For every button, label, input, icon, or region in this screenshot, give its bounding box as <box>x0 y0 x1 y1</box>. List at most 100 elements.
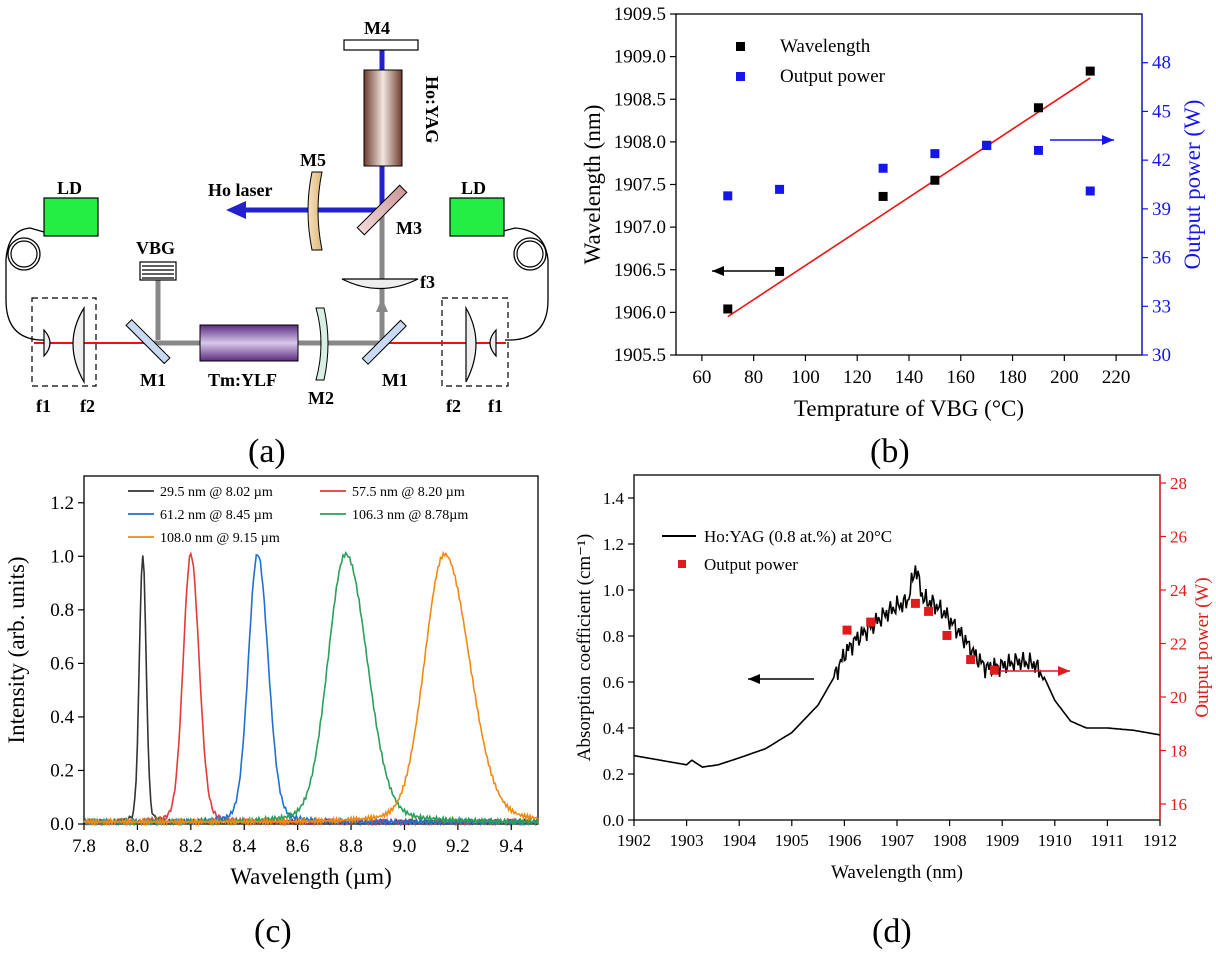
b-y-tick-label: 1909.5 <box>614 4 666 25</box>
d-x-tick-label: 1905 <box>775 831 809 850</box>
c-x-axis-title: Wavelength (µm) <box>230 864 391 889</box>
c-legend-label: 106.3 nm @ 8.78µm <box>352 508 468 523</box>
c-y-tick-label: 0.6 <box>50 653 74 674</box>
d-absorption-line <box>633 565 1161 768</box>
fiber-coil-right <box>513 237 547 271</box>
b-x-tick-label: 180 <box>998 367 1027 388</box>
b-x-tick-label: 60 <box>692 367 711 388</box>
d-y-tick-label: 1.2 <box>603 535 624 554</box>
b-wavelength-point <box>1033 103 1043 113</box>
m2-label: M2 <box>308 388 334 408</box>
b-y-axis-title: Wavelength (nm) <box>580 105 605 265</box>
d-y-tick-label: 0.0 <box>603 811 624 830</box>
d-x-tick-label: 1906 <box>827 831 861 850</box>
d-power-point <box>924 606 934 616</box>
vbg-label: VBG <box>136 238 175 258</box>
d-y2-tick-label: 28 <box>1170 474 1187 493</box>
c-series-line <box>83 555 539 826</box>
d-y-tick-label: 0.6 <box>603 673 624 692</box>
d-y2-tick-label: 18 <box>1170 741 1187 760</box>
d-power-point <box>866 617 876 627</box>
mirror-m2 <box>315 307 329 381</box>
c-x-tick-label: 9.4 <box>499 836 523 857</box>
ho-laser-arrowhead <box>226 201 246 219</box>
b-wavelength-point <box>775 266 785 276</box>
d-power-point <box>910 598 920 608</box>
ld-left-label: LD <box>57 178 82 198</box>
b-y-tick-label: 1908.5 <box>614 89 666 110</box>
c-y-tick-label: 0.4 <box>50 707 74 728</box>
b-y2-axis-title: Output power (W) <box>1180 100 1205 270</box>
b-power-point <box>1085 186 1095 196</box>
panel-a-label: (a) <box>248 433 286 470</box>
c-series-line <box>83 553 539 827</box>
b-y2-tick-label: 48 <box>1152 53 1171 74</box>
lens-f2-left <box>72 305 85 385</box>
d-power-point <box>842 625 852 635</box>
d-y2-tick-label: 24 <box>1170 581 1188 600</box>
f2-left-label: f2 <box>80 396 95 416</box>
b-power-point <box>878 163 888 173</box>
d-y-tick-label: 1.0 <box>603 581 624 600</box>
b-arrow-left-axis-head <box>712 266 724 276</box>
m1-right-label: M1 <box>382 370 408 390</box>
c-y-tick-label: 1.0 <box>50 546 74 567</box>
b-y-tick-label: 1907.0 <box>614 217 666 238</box>
b-power-point <box>1033 145 1043 155</box>
d-y-tick-label: 0.2 <box>603 765 624 784</box>
b-wavelength-point <box>930 175 940 185</box>
d-y2-axis-title: Output power (W) <box>1192 577 1213 717</box>
b-wavelength-point <box>723 304 733 314</box>
b-power-point <box>723 191 733 201</box>
panel-c-label: (c) <box>254 913 292 950</box>
ld-right-label: LD <box>461 178 486 198</box>
b-x-tick-label: 120 <box>843 367 872 388</box>
d-x-tick-label: 1908 <box>933 831 967 850</box>
c-legend-label: 108.0 nm @ 9.15 µm <box>160 531 280 546</box>
f2-right-label: f2 <box>446 396 461 416</box>
b-x-tick-label: 140 <box>895 367 924 388</box>
f3-label: f3 <box>420 272 435 292</box>
d-y-axis-title: Absorption coefficient (cm⁻¹) <box>574 534 595 761</box>
d-arrow-right-axis-head <box>1058 666 1070 676</box>
d-x-tick-label: 1903 <box>670 831 704 850</box>
b-y-tick-label: 1907.5 <box>614 175 666 196</box>
c-y-axis-title: Intensity (arb. units) <box>4 556 29 743</box>
b-x-tick-label: 80 <box>744 367 763 388</box>
b-y2-tick-label: 30 <box>1152 345 1171 366</box>
panel-d-chart: 1902 1903 1904 1905 1906 1907 1908 1909 1910 1911… <box>574 474 1213 883</box>
m5-label: M5 <box>300 150 326 170</box>
f1-left-label: f1 <box>36 396 51 416</box>
d-x-tick-label: 1902 <box>617 831 651 850</box>
b-y-tick-label: 1905.5 <box>614 345 666 366</box>
d-y2-tick-label: 20 <box>1170 688 1187 707</box>
fiber-coil-left <box>7 237 41 271</box>
c-legend-label: 57.5 nm @ 8.20 µm <box>352 485 465 500</box>
b-y-tick-label: 1906.5 <box>614 260 666 281</box>
mirror-m1-left <box>125 318 171 365</box>
c-x-tick-label: 8.0 <box>126 836 150 857</box>
ld-left-box <box>43 197 99 237</box>
fiber-coil-left-inner <box>10 240 38 268</box>
d-y2-tick-label: 22 <box>1170 634 1187 653</box>
b-y2-tick-label: 45 <box>1152 101 1171 122</box>
b-legend-label: Output power <box>780 66 886 87</box>
c-series-line <box>83 551 539 827</box>
c-plot-frame <box>83 475 539 825</box>
c-x-tick-label: 7.8 <box>72 836 96 857</box>
b-power-point <box>930 149 940 159</box>
tmylf-label: Tm:YLF <box>208 370 277 390</box>
b-y2-tick-label: 42 <box>1152 150 1171 171</box>
ho-laser-label: Ho laser <box>208 180 273 200</box>
b-wavelength-point <box>878 191 888 201</box>
d-legend-label: Ho:YAG (0.8 at.%) at 20°C <box>704 527 892 546</box>
d-y-tick-label: 0.8 <box>603 627 624 646</box>
c-y-tick-label: 0.8 <box>50 600 74 621</box>
mirror-m3 <box>356 184 408 236</box>
lens-f1-right <box>489 328 497 358</box>
panel-b-label: (b) <box>870 433 910 470</box>
fiber-left <box>5 227 50 341</box>
c-x-tick-label: 8.4 <box>232 836 256 857</box>
c-x-tick-label: 9.2 <box>446 836 470 857</box>
